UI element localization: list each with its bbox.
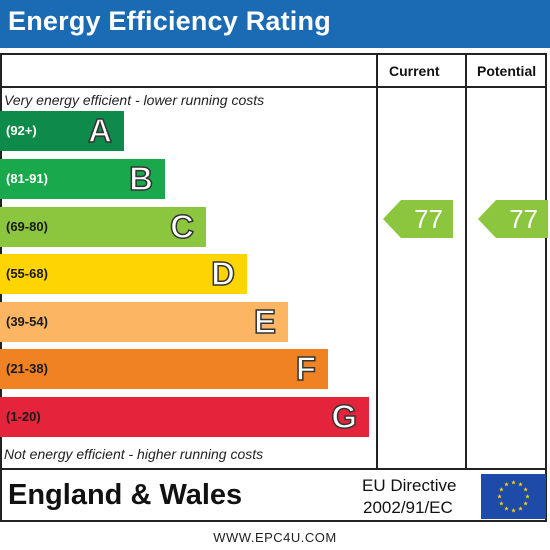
eu-star-icon bbox=[497, 494, 502, 499]
eu-star-icon bbox=[518, 506, 523, 511]
eu-star-icon bbox=[499, 501, 504, 506]
current-rating-shape bbox=[383, 200, 453, 238]
eu-stars-icon bbox=[497, 480, 530, 513]
band-f: (21-38) F bbox=[0, 349, 328, 389]
eu-star-icon bbox=[518, 481, 523, 487]
eu-star-icon bbox=[525, 494, 530, 499]
eu-star-icon bbox=[511, 508, 516, 513]
band-letter: B bbox=[128, 159, 153, 198]
band-range-label: (55-68) bbox=[6, 266, 48, 281]
band-range-label: (69-80) bbox=[6, 219, 48, 234]
band-g: (1-20) G bbox=[0, 397, 369, 437]
eu-star-icon bbox=[504, 506, 509, 511]
band-b: (81-91) B bbox=[0, 159, 165, 199]
band-e: (39-54) E bbox=[0, 302, 288, 342]
band-range-label: (21-38) bbox=[6, 361, 48, 376]
eu-directive-label: EU Directive bbox=[362, 476, 457, 495]
eu-directive-number: 2002/91/EC bbox=[363, 498, 453, 517]
band-letter: E bbox=[253, 302, 277, 341]
eu-star-icon bbox=[504, 481, 509, 487]
page-title: Energy Efficiency Rating bbox=[8, 6, 331, 36]
band-range-label: (39-54) bbox=[6, 314, 48, 329]
header-bar: Energy Efficiency Rating bbox=[0, 0, 550, 48]
band-range-label: (1-20) bbox=[6, 409, 41, 424]
eu-star-icon bbox=[511, 480, 516, 485]
header-row-divider bbox=[0, 86, 547, 88]
region-title: England & Wales bbox=[8, 479, 243, 511]
potential-rating-value: 77 bbox=[509, 204, 538, 234]
current-column-divider bbox=[376, 53, 378, 470]
eu-star-icon bbox=[523, 487, 528, 492]
band-letter: D bbox=[210, 254, 235, 293]
band-range-label: (92+) bbox=[6, 123, 37, 138]
eu-star-icon bbox=[523, 501, 528, 506]
band-letter: C bbox=[169, 207, 194, 246]
note-not-efficient: Not energy efficient - higher running co… bbox=[4, 446, 264, 462]
eu-star-icon bbox=[499, 487, 504, 492]
note-very-efficient: Very energy efficient - lower running co… bbox=[4, 92, 265, 108]
potential-rating-arrow: 77 bbox=[478, 200, 548, 238]
footer-row-divider bbox=[0, 468, 547, 470]
band-c: (69-80) C bbox=[0, 207, 206, 247]
column-header-current: Current bbox=[389, 63, 440, 79]
potential-column-divider bbox=[465, 53, 467, 470]
potential-rating-shape bbox=[478, 200, 548, 238]
current-rating-arrow: 77 bbox=[383, 200, 453, 238]
eu-flag-icon bbox=[481, 474, 546, 519]
band-d: (55-68) D bbox=[0, 254, 247, 294]
website-url: WWW.EPC4U.COM bbox=[213, 530, 337, 545]
band-letter: A bbox=[87, 111, 112, 150]
band-letter: F bbox=[295, 349, 317, 388]
current-rating-value: 77 bbox=[414, 204, 443, 234]
column-header-potential: Potential bbox=[477, 63, 537, 79]
band-range-label: (81-91) bbox=[6, 171, 48, 186]
band-a: (92+) A bbox=[0, 111, 124, 151]
band-letter: G bbox=[331, 397, 358, 436]
